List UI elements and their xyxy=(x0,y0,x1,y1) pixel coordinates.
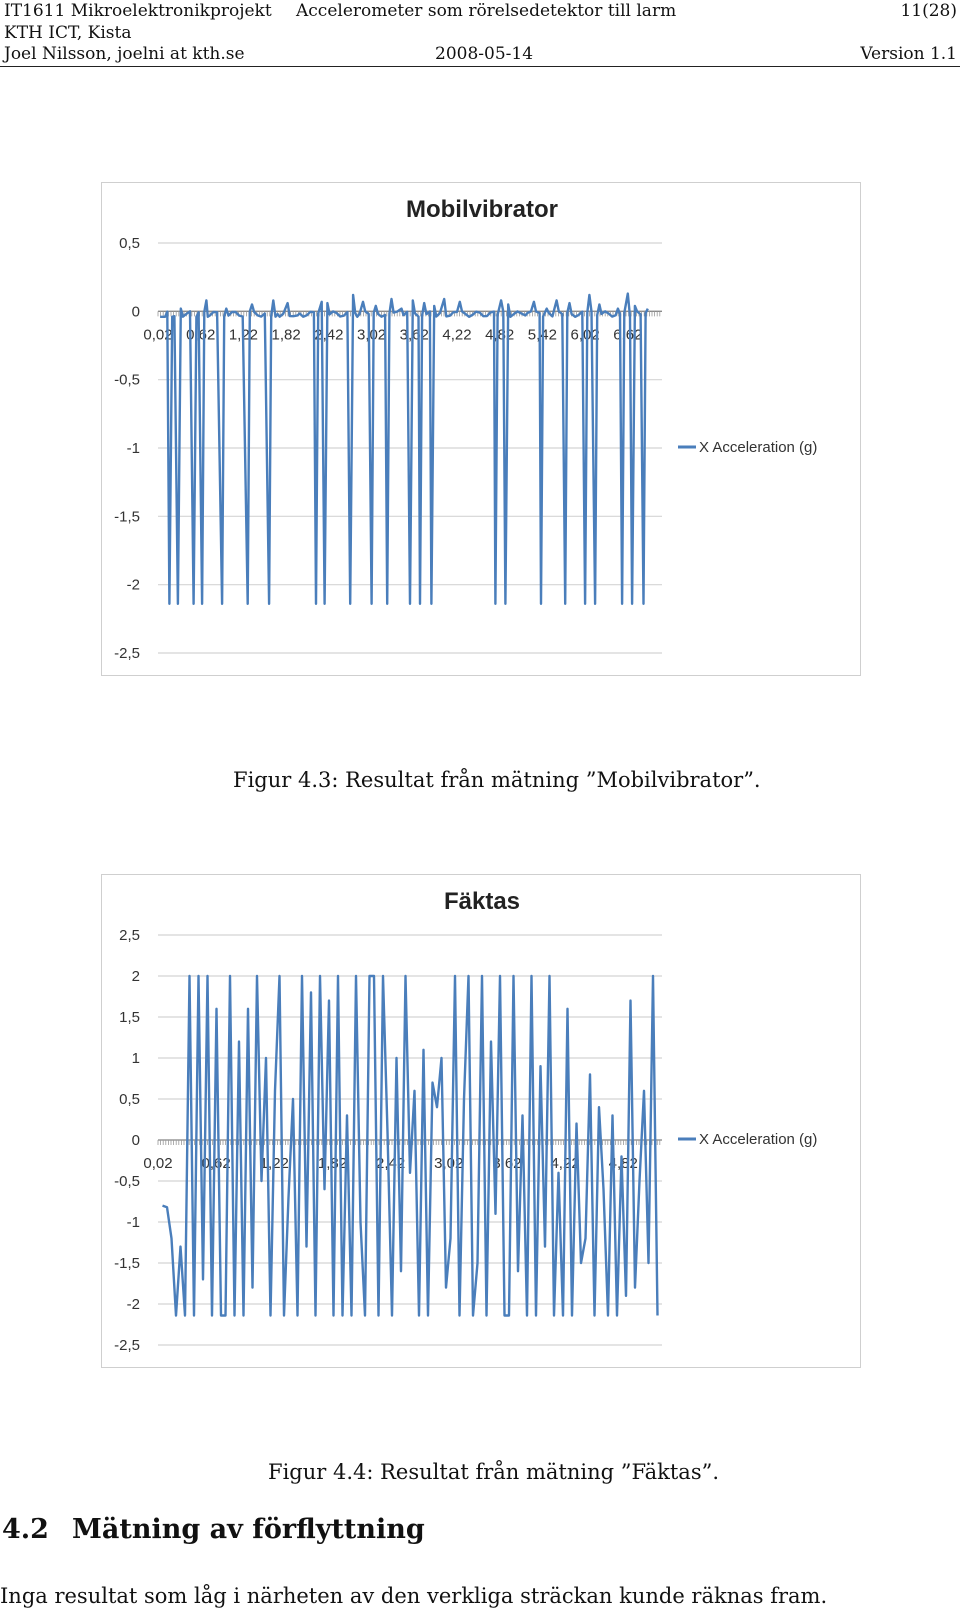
y-tick-label: 2,5 xyxy=(119,927,140,944)
y-tick-label: 0 xyxy=(132,1132,140,1149)
y-tick-label: -2,5 xyxy=(114,1337,140,1354)
section-heading: 4.2 Mätning av förflyttning xyxy=(2,1514,425,1545)
y-tick-label: 1,5 xyxy=(119,1009,140,1026)
y-tick-label: 1 xyxy=(132,1050,140,1067)
header-rule xyxy=(0,66,960,67)
chart-title: Mobilvibrator xyxy=(406,196,558,223)
header-title: Accelerometer som rörelsedetektor till l… xyxy=(296,1,677,21)
y-tick-label: 2 xyxy=(132,968,140,985)
x-tick-label: 4,82 xyxy=(609,1155,638,1172)
x-tick-label: 0,62 xyxy=(186,326,215,343)
x-tick-label: 0,02 xyxy=(143,326,172,343)
y-tick-label: -1 xyxy=(127,1214,140,1231)
y-tick-label: 0,5 xyxy=(119,1091,140,1108)
x-tick-label: 6,02 xyxy=(571,326,600,343)
chart-mobilvibrator: Mobilvibrator 0,5 0 -0,5 -1 -1,5 -2 -2,5 0,02 0,6… xyxy=(101,182,861,676)
x-tick-label: 4,82 xyxy=(485,326,514,343)
y-tick-label: -2 xyxy=(127,1296,140,1313)
x-tick-label: 3,62 xyxy=(400,326,429,343)
y-tick-label: 0 xyxy=(132,303,140,320)
y-tick-label: -1,5 xyxy=(114,508,140,525)
x-tick-label: 1,82 xyxy=(272,326,301,343)
y-tick-label: -1,5 xyxy=(114,1255,140,1272)
x-tick-label: 3,02 xyxy=(434,1155,463,1172)
x-tick-label: 0,02 xyxy=(143,1155,172,1172)
y-tick-label: -2 xyxy=(127,577,140,594)
series-line xyxy=(162,974,659,1317)
header-course: IT1611 Mikroelektronikprojekt xyxy=(4,1,272,21)
series-line xyxy=(160,292,649,605)
header-date: 2008-05-14 xyxy=(435,44,534,64)
y-tick-label: -0,5 xyxy=(114,372,140,389)
chart-faktas: Fäktas 2,5 2 1,5 1 0,5 0 -0,5 -1 -1,5 -2 -2,5 0,02 0,… xyxy=(101,874,861,1368)
header-author: Joel Nilsson, joelni at kth.se xyxy=(4,44,245,64)
x-tick-label: 6,62 xyxy=(613,326,642,343)
legend-label: X Acceleration (g) xyxy=(699,1131,817,1148)
y-tick-label: -1 xyxy=(127,440,140,457)
y-tick-label: 0,5 xyxy=(119,235,140,252)
y-tick-label: -2,5 xyxy=(114,645,140,662)
header-institution: KTH ICT, Kista xyxy=(4,23,132,43)
header-page-number: 11(28) xyxy=(900,1,957,21)
legend-label: X Acceleration (g) xyxy=(699,439,817,456)
section-number: 4.2 xyxy=(2,1514,49,1545)
y-tick-label: -0,5 xyxy=(114,1173,140,1190)
figure-caption-4-4: Figur 4.4: Resultat från mätning ”Fäktas… xyxy=(268,1460,720,1484)
x-tick-label: 3,62 xyxy=(492,1155,521,1172)
body-paragraph: Inga resultat som låg i närheten av den … xyxy=(0,1584,828,1608)
x-tick-label: 3,02 xyxy=(357,326,386,343)
figure-caption-4-3: Figur 4.3: Resultat från mätning ”Mobilv… xyxy=(233,768,761,792)
chart-mobilvibrator-svg: Mobilvibrator 0,5 0 -0,5 -1 -1,5 -2 -2,5 0,02 0,6… xyxy=(114,196,817,662)
section-title: Mätning av förflyttning xyxy=(72,1514,425,1545)
x-tick-label: 4,22 xyxy=(442,326,471,343)
chart-title: Fäktas xyxy=(444,888,520,915)
header-version: Version 1.1 xyxy=(860,44,957,64)
